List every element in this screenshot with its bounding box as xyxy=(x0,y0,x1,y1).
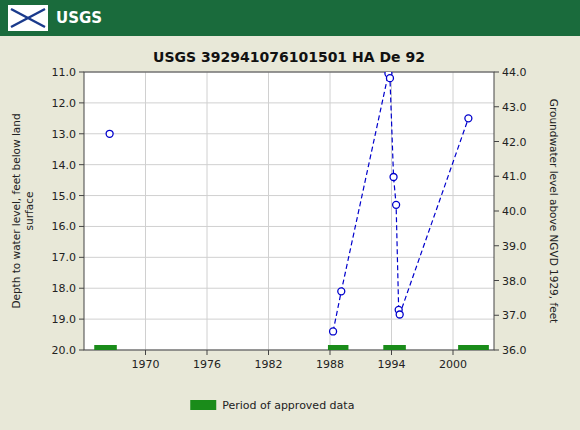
y2-tick-label: 38.0 xyxy=(502,275,527,288)
y-axis-label: Depth to water level, feet below landsur… xyxy=(10,113,35,308)
header-bar xyxy=(0,0,580,36)
line xyxy=(333,74,468,332)
point xyxy=(465,115,472,122)
tick-mark xyxy=(79,319,84,320)
point xyxy=(106,130,113,137)
grid-line xyxy=(84,164,494,165)
y-tick-label: 20.0 xyxy=(52,344,77,357)
x-tick-label: 1970 xyxy=(132,358,160,371)
tick-mark xyxy=(207,350,208,355)
y2-tick-label: 39.0 xyxy=(502,240,527,253)
grid-line xyxy=(84,133,494,134)
y2-tick-label: 44.0 xyxy=(502,66,527,79)
approved-bar xyxy=(328,345,349,350)
chart: USGS 1970 1976 1982 1988 1994 2000 11.0 12.0 13.0… xyxy=(0,0,580,430)
point xyxy=(390,174,397,181)
grid-line xyxy=(84,288,494,289)
marks xyxy=(94,72,489,350)
x-tick-label: 1988 xyxy=(316,358,344,371)
tick-mark xyxy=(494,245,499,246)
grid xyxy=(84,72,494,350)
tick-mark xyxy=(494,141,499,142)
grid-line xyxy=(330,72,331,350)
tick-mark xyxy=(79,133,84,134)
logo-mark xyxy=(11,9,45,27)
approved-bar xyxy=(383,345,406,350)
y-tick-label: 14.0 xyxy=(52,159,77,172)
tick-mark xyxy=(79,350,84,351)
point xyxy=(330,328,337,335)
axes: 1970 1976 1982 1988 1994 2000 11.0 12.0 13.0 14.0… xyxy=(52,66,527,371)
legend-swatch xyxy=(190,400,216,410)
y-tick-label: 16.0 xyxy=(52,220,77,233)
approved-bar xyxy=(94,345,117,350)
x-tick-label: 1976 xyxy=(193,358,221,371)
y-tick-label: 12.0 xyxy=(52,97,77,110)
y-tick-label: 11.0 xyxy=(52,66,77,79)
grid-line xyxy=(84,195,494,196)
y2-tick-label: 40.0 xyxy=(502,205,527,218)
grid-line xyxy=(84,226,494,227)
header-text: USGS xyxy=(56,9,102,27)
grid-line xyxy=(268,72,269,350)
x-tick-label: 1982 xyxy=(255,358,283,371)
tick-mark xyxy=(79,195,84,196)
tick-mark xyxy=(494,315,499,316)
legend-label: Period of approved data xyxy=(222,399,354,412)
grid-line xyxy=(84,102,494,103)
x-tick-label: 1994 xyxy=(378,358,406,371)
legend: Period of approved data xyxy=(190,399,354,412)
tick-mark xyxy=(145,350,146,355)
grid-line xyxy=(84,319,494,320)
y2-tick-label: 43.0 xyxy=(502,101,527,114)
tick-mark xyxy=(79,257,84,258)
tick-mark xyxy=(494,350,499,351)
point xyxy=(338,288,345,295)
point xyxy=(386,75,393,82)
grid-line xyxy=(145,72,146,350)
title: USGS 392941076101501 HA De 92 xyxy=(153,49,425,65)
tick-mark xyxy=(268,350,269,355)
y-tick-label: 17.0 xyxy=(52,251,77,264)
label-line: surface xyxy=(23,192,35,231)
header: USGS xyxy=(0,0,580,36)
tick-mark xyxy=(79,72,84,73)
y-tick-label: 19.0 xyxy=(52,313,77,326)
grid-line xyxy=(453,72,454,350)
plot-frame xyxy=(84,72,494,350)
logo-square xyxy=(8,5,48,31)
tick-mark xyxy=(494,280,499,281)
grid-line xyxy=(207,72,208,350)
y-tick-label: 13.0 xyxy=(52,128,77,141)
tick-mark xyxy=(494,211,499,212)
y-tick-label: 15.0 xyxy=(52,190,77,203)
tick-mark xyxy=(453,350,454,355)
tick-mark xyxy=(494,176,499,177)
tick-mark xyxy=(494,72,499,73)
tick-mark xyxy=(494,106,499,107)
tick-mark xyxy=(391,350,392,355)
grid-line xyxy=(84,257,494,258)
plot-background xyxy=(84,72,494,350)
y2-tick-label: 42.0 xyxy=(502,136,527,149)
tick-mark xyxy=(79,226,84,227)
approved-bar xyxy=(458,345,489,350)
label-line: Depth to water level, feet below land xyxy=(10,113,22,308)
point xyxy=(393,201,400,208)
y2-tick-label: 36.0 xyxy=(502,344,527,357)
tick-mark xyxy=(330,350,331,355)
point xyxy=(396,311,403,318)
y2-tick-label: 37.0 xyxy=(502,309,527,322)
y-tick-label: 18.0 xyxy=(52,282,77,295)
y2-tick-label: 41.0 xyxy=(502,170,527,183)
tick-mark xyxy=(79,102,84,103)
logo-mark xyxy=(11,9,45,27)
tick-mark xyxy=(79,164,84,165)
x-tick-label: 2000 xyxy=(439,358,467,371)
y2-axis-label: Groundwater level above NGVD 1929, feet xyxy=(548,99,560,323)
tick-mark xyxy=(79,288,84,289)
